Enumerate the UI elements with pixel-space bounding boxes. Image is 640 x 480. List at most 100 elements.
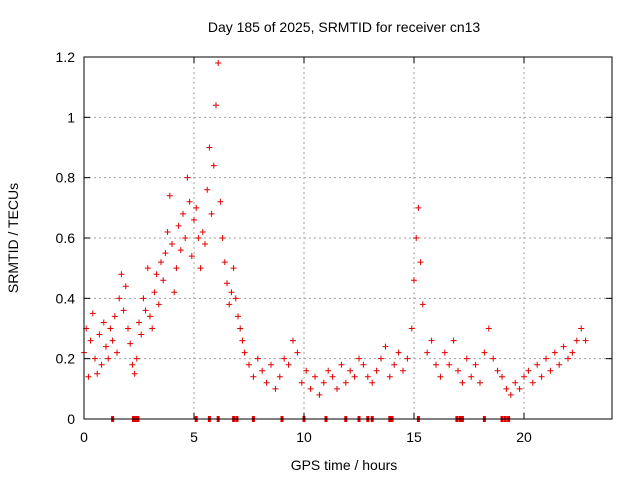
data-points — [81, 60, 589, 398]
data-point — [342, 379, 349, 386]
data-point — [472, 361, 479, 368]
data-point — [114, 349, 120, 356]
data-point — [94, 370, 101, 377]
data-point — [404, 355, 411, 362]
data-point — [103, 343, 109, 350]
data-point — [285, 361, 292, 368]
data-point — [276, 373, 283, 380]
data-point — [166, 192, 173, 199]
data-point — [551, 349, 558, 356]
data-point — [186, 198, 193, 205]
data-point — [468, 373, 475, 380]
data-point — [441, 349, 448, 356]
data-point — [215, 60, 222, 67]
data-point — [378, 355, 384, 362]
data-point — [424, 349, 431, 356]
data-point — [395, 349, 402, 356]
data-point — [221, 259, 228, 266]
data-point — [195, 235, 202, 241]
data-point — [413, 235, 420, 241]
data-point — [142, 307, 149, 314]
data-point — [408, 325, 415, 332]
y-tick-label: 0 — [67, 411, 75, 427]
data-point — [98, 361, 105, 368]
x-tick-label: 20 — [516, 429, 532, 445]
y-tick-label: 0.2 — [56, 351, 76, 367]
data-point — [158, 259, 164, 266]
data-point — [177, 247, 184, 254]
data-point — [307, 385, 314, 392]
data-point — [356, 355, 362, 362]
data-point — [210, 162, 217, 169]
data-point — [373, 367, 380, 374]
data-point — [294, 349, 301, 356]
data-point — [100, 319, 107, 326]
data-point — [351, 373, 358, 380]
data-point — [272, 385, 279, 392]
data-point — [232, 295, 239, 302]
data-point — [386, 373, 393, 380]
data-point — [419, 301, 426, 308]
data-point — [325, 367, 332, 374]
data-point — [543, 355, 549, 362]
data-point — [446, 361, 453, 368]
data-point — [116, 295, 123, 302]
y-axis-label: SRMTID / TECUs — [5, 183, 21, 293]
y-tick-label: 0.8 — [56, 170, 76, 186]
data-point — [521, 373, 527, 380]
data-point — [450, 337, 457, 344]
data-point — [503, 385, 510, 392]
data-point — [455, 367, 461, 374]
x-axis-ticks: 0 5 10 15 20 — [80, 57, 532, 445]
data-point — [437, 373, 444, 380]
data-point — [463, 355, 470, 362]
x-tick-label: 15 — [406, 429, 422, 445]
data-point — [382, 343, 389, 350]
data-point — [560, 343, 567, 350]
data-point — [213, 102, 219, 109]
data-point — [516, 385, 523, 392]
data-point — [155, 301, 162, 308]
data-point — [433, 361, 439, 368]
data-point — [153, 271, 160, 278]
data-point — [169, 241, 175, 248]
data-point — [347, 367, 354, 374]
data-point — [239, 337, 246, 344]
data-point — [171, 289, 178, 296]
data-point — [459, 379, 466, 386]
data-point — [184, 174, 191, 181]
data-point — [197, 265, 204, 272]
data-point — [360, 361, 367, 368]
data-point — [199, 228, 206, 235]
data-point — [246, 361, 252, 368]
data-point — [206, 144, 213, 151]
data-point — [494, 367, 501, 374]
data-point — [149, 325, 156, 332]
data-point — [529, 379, 536, 386]
data-point — [109, 337, 116, 344]
x-tick-label: 0 — [80, 429, 88, 445]
data-point — [85, 373, 92, 380]
data-point — [281, 355, 288, 362]
data-point — [127, 340, 134, 347]
data-point — [125, 325, 131, 332]
data-point — [578, 325, 585, 332]
data-point — [490, 355, 497, 362]
data-point — [151, 289, 158, 296]
data-point — [175, 222, 182, 229]
data-point — [160, 277, 167, 284]
data-point — [369, 379, 376, 386]
data-point — [140, 295, 147, 302]
y-axis-ticks: 0 0.2 0.4 0.6 0.8 1 1.2 — [56, 49, 612, 427]
data-point — [193, 204, 200, 211]
x-axis-label: GPS time / hours — [291, 457, 398, 473]
data-point — [254, 355, 261, 362]
x-tick-label: 10 — [296, 429, 312, 445]
data-point — [92, 355, 98, 362]
data-point — [87, 337, 94, 344]
data-point — [138, 331, 145, 338]
data-point — [105, 355, 112, 362]
data-point — [312, 373, 318, 380]
data-point — [290, 337, 296, 344]
